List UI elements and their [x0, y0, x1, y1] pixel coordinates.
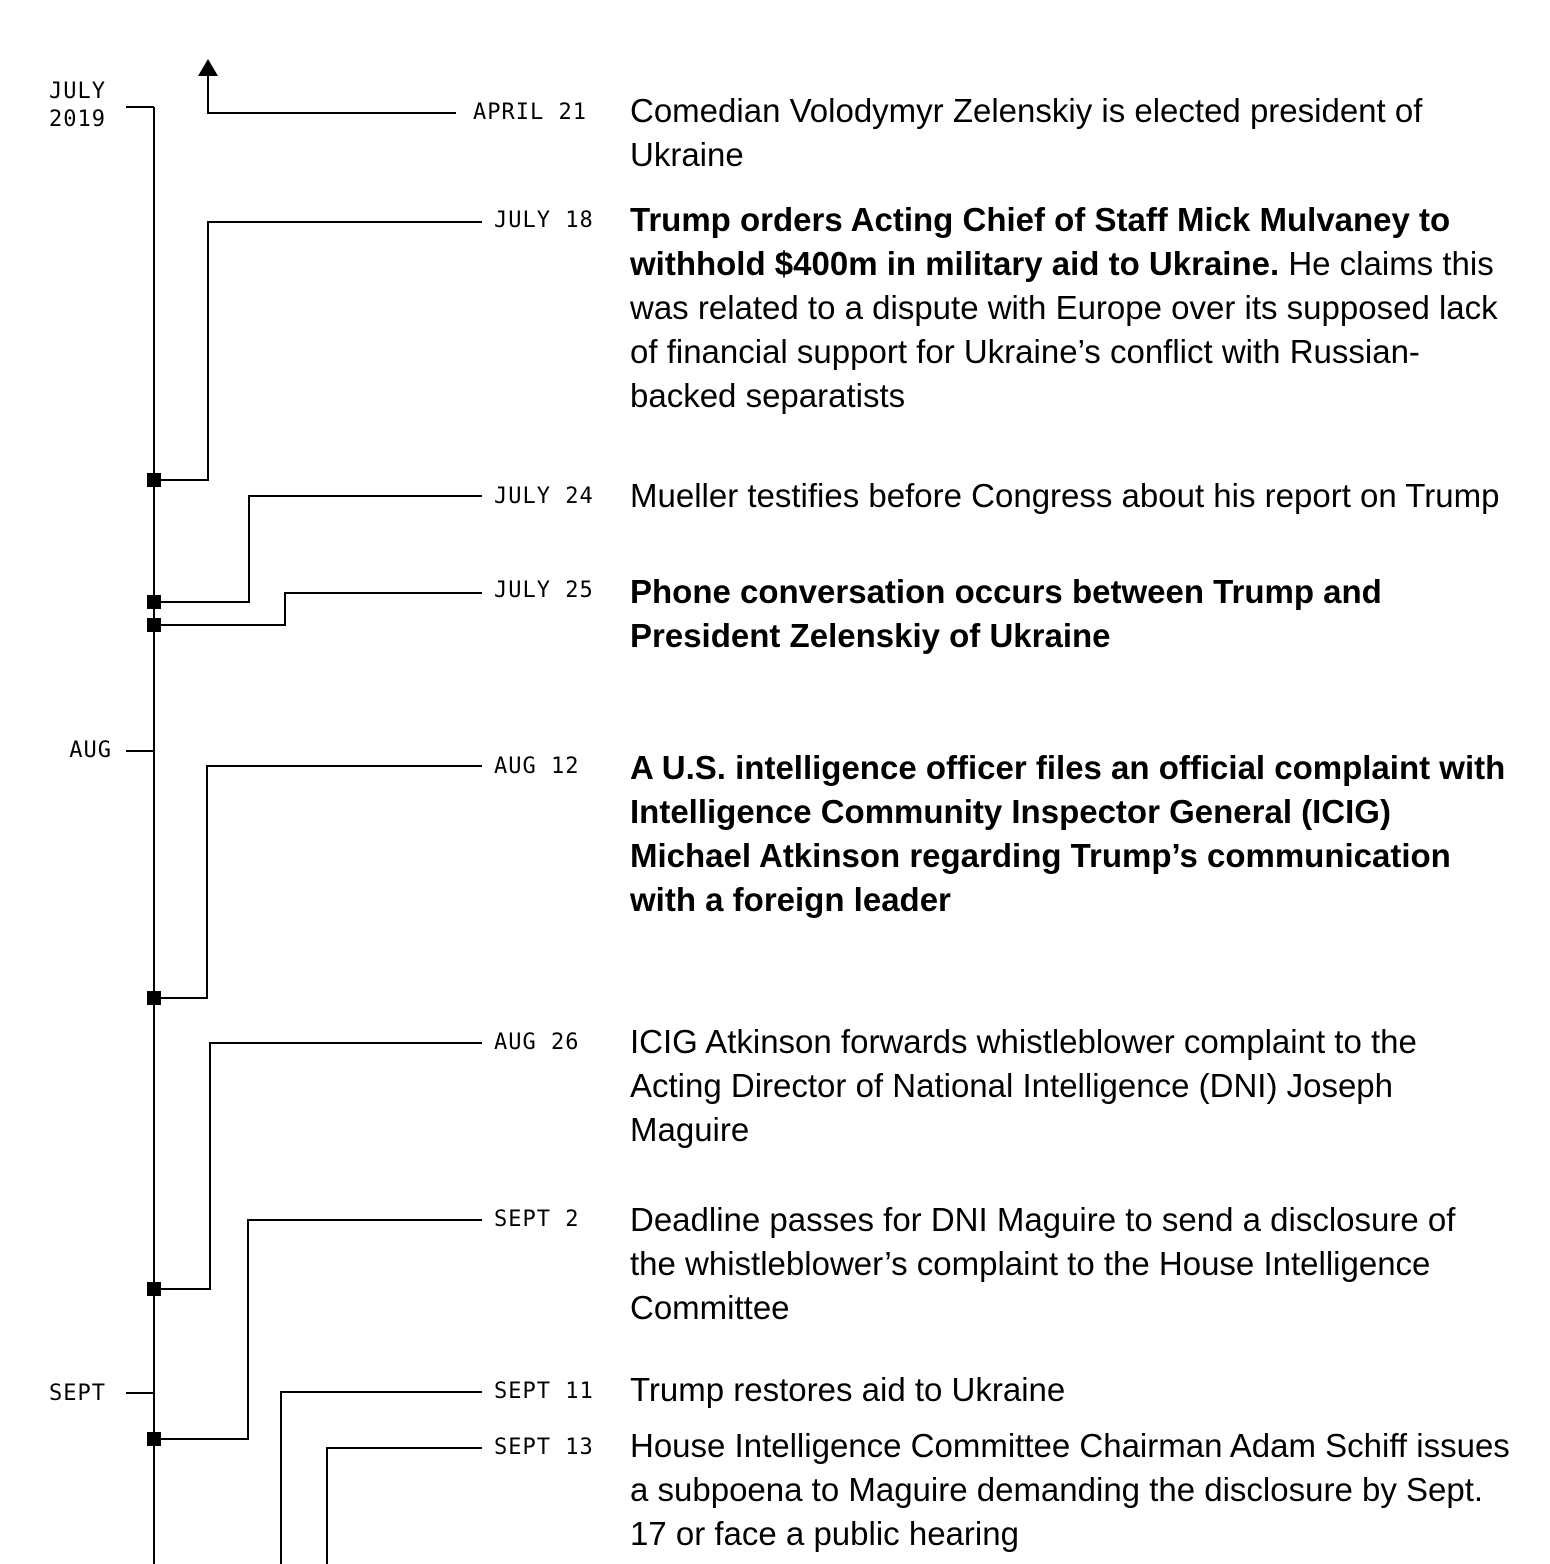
connector-july-18	[154, 221, 482, 481]
month-label-aug: AUG	[69, 738, 112, 763]
event-plain-text: Mueller testifies before Congress about …	[630, 477, 1500, 514]
connector-sept-11	[280, 1391, 482, 1564]
month-label-sept: SEPT	[49, 1381, 106, 1406]
date-label-july-18: JULY 18	[494, 208, 594, 233]
event-marker-july-18	[147, 473, 161, 487]
event-marker-sept-2	[147, 1432, 161, 1446]
event-marker-aug-12	[147, 991, 161, 1005]
event-plain-text: ICIG Atkinson forwards whistleblower com…	[630, 1023, 1417, 1148]
date-label-july-24: JULY 24	[494, 484, 594, 509]
date-label-sept-2: SEPT 2	[494, 1207, 580, 1232]
event-bold-text: Trump orders Acting Chief of Staff Mick …	[630, 201, 1451, 282]
event-bold-text: Phone conversation occurs between Trump …	[630, 573, 1382, 654]
connector-aug-26	[154, 1042, 482, 1290]
connector-aug-12	[154, 765, 482, 999]
event-description-sept-11: Trump restores aid to Ukraine	[630, 1368, 1510, 1412]
event-description-sept-2: Deadline passes for DNI Maguire to send …	[630, 1198, 1510, 1330]
event-description-july-25: Phone conversation occurs between Trump …	[630, 570, 1510, 658]
connector-july-25	[154, 592, 482, 626]
event-description-sept-13: House Intelligence Committee Chairman Ad…	[630, 1424, 1510, 1556]
event-description-july-18: Trump orders Acting Chief of Staff Mick …	[630, 198, 1510, 418]
month-label-july-2019: JULY 2019	[49, 79, 106, 132]
event-description-aug-12: A U.S. intelligence officer files an off…	[630, 746, 1510, 922]
date-label-aug-26: AUG 26	[494, 1030, 580, 1055]
arrowhead-up-icon	[198, 59, 218, 76]
connector-july-24	[154, 495, 482, 603]
date-label-aug-12: AUG 12	[494, 754, 580, 779]
date-label-sept-13: SEPT 13	[494, 1435, 594, 1460]
event-plain-text: Trump restores aid to Ukraine	[630, 1371, 1066, 1408]
date-label-july-25: JULY 25	[494, 578, 594, 603]
event-bold-text: A U.S. intelligence officer files an off…	[630, 749, 1506, 918]
connector-sept-13	[326, 1447, 482, 1564]
event-marker-july-24	[147, 595, 161, 609]
event-marker-july-25	[147, 618, 161, 632]
event-description-july-24: Mueller testifies before Congress about …	[630, 474, 1510, 518]
event-plain-text: Comedian Volodymyr Zelenskiy is elected …	[630, 92, 1423, 173]
event-description-aug-26: ICIG Atkinson forwards whistleblower com…	[630, 1020, 1510, 1152]
event-plain-text: House Intelligence Committee Chairman Ad…	[630, 1427, 1510, 1552]
event-description-april-21: Comedian Volodymyr Zelenskiy is elected …	[630, 89, 1510, 177]
date-label-april-21: APRIL 21	[473, 100, 587, 125]
event-plain-text: Deadline passes for DNI Maguire to send …	[630, 1201, 1456, 1326]
event-plain-text: He claims this was related to a dispute …	[630, 245, 1498, 414]
connector-april-21	[207, 72, 456, 114]
connector-sept-2	[154, 1219, 482, 1440]
event-marker-aug-26	[147, 1282, 161, 1296]
date-label-sept-11: SEPT 11	[494, 1379, 594, 1404]
